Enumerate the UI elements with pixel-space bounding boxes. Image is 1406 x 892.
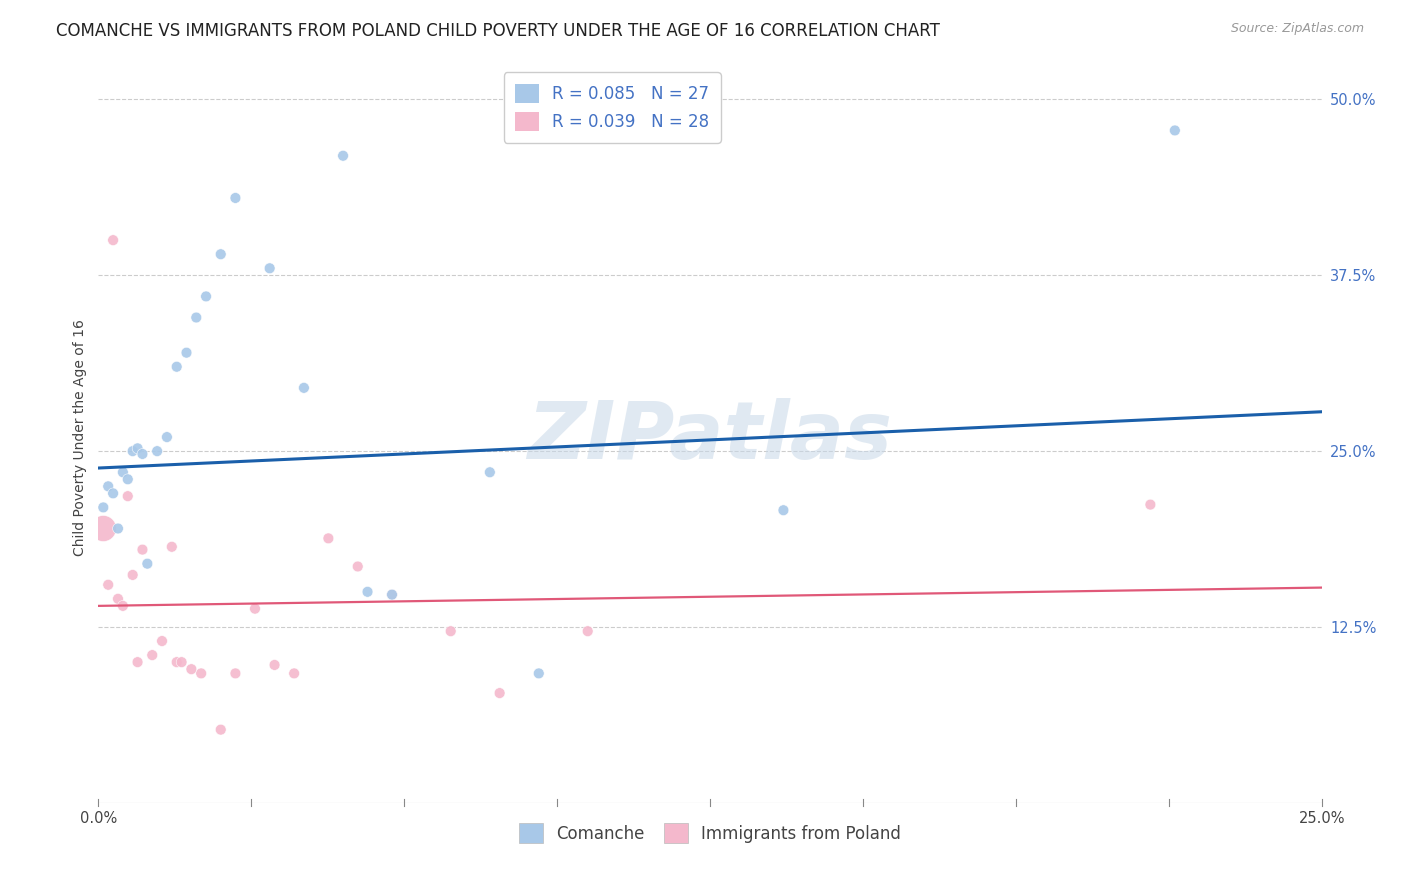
Point <box>136 557 159 571</box>
Point <box>283 666 305 681</box>
Point <box>121 568 143 582</box>
Point <box>186 310 208 325</box>
Point <box>156 430 179 444</box>
Point <box>111 465 134 479</box>
Point <box>97 479 120 493</box>
Point <box>259 261 281 276</box>
Point <box>146 444 169 458</box>
Point <box>318 532 340 546</box>
Point <box>180 662 202 676</box>
Point <box>1164 123 1187 137</box>
Point <box>131 542 153 557</box>
Point <box>121 444 143 458</box>
Point <box>209 723 232 737</box>
Point <box>527 666 550 681</box>
Point <box>772 503 794 517</box>
Point <box>488 686 510 700</box>
Point <box>292 381 315 395</box>
Point <box>224 666 246 681</box>
Point <box>127 442 149 456</box>
Point <box>141 648 163 662</box>
Point <box>263 657 285 672</box>
Point <box>131 447 153 461</box>
Point <box>195 289 218 303</box>
Point <box>1139 498 1161 512</box>
Legend: Comanche, Immigrants from Poland: Comanche, Immigrants from Poland <box>513 817 907 849</box>
Point <box>346 559 368 574</box>
Point <box>117 489 139 503</box>
Y-axis label: Child Poverty Under the Age of 16: Child Poverty Under the Age of 16 <box>73 318 87 556</box>
Point <box>576 624 599 639</box>
Point <box>166 359 188 374</box>
Point <box>107 521 129 535</box>
Text: ZIPatlas: ZIPatlas <box>527 398 893 476</box>
Point <box>91 500 114 515</box>
Point <box>209 247 232 261</box>
Point <box>150 634 173 648</box>
Point <box>101 486 124 500</box>
Point <box>190 666 212 681</box>
Point <box>101 233 124 247</box>
Point <box>224 191 246 205</box>
Point <box>91 521 114 535</box>
Point <box>107 591 129 606</box>
Point <box>111 599 134 613</box>
Point <box>243 601 266 615</box>
Point <box>176 345 198 359</box>
Point <box>381 588 404 602</box>
Point <box>356 584 378 599</box>
Point <box>117 472 139 486</box>
Text: Source: ZipAtlas.com: Source: ZipAtlas.com <box>1230 22 1364 36</box>
Point <box>166 655 188 669</box>
Point <box>381 588 404 602</box>
Point <box>332 149 354 163</box>
Text: COMANCHE VS IMMIGRANTS FROM POLAND CHILD POVERTY UNDER THE AGE OF 16 CORRELATION: COMANCHE VS IMMIGRANTS FROM POLAND CHILD… <box>56 22 941 40</box>
Point <box>170 655 193 669</box>
Point <box>127 655 149 669</box>
Point <box>478 465 501 479</box>
Point <box>440 624 463 639</box>
Point <box>97 578 120 592</box>
Point <box>160 540 183 554</box>
